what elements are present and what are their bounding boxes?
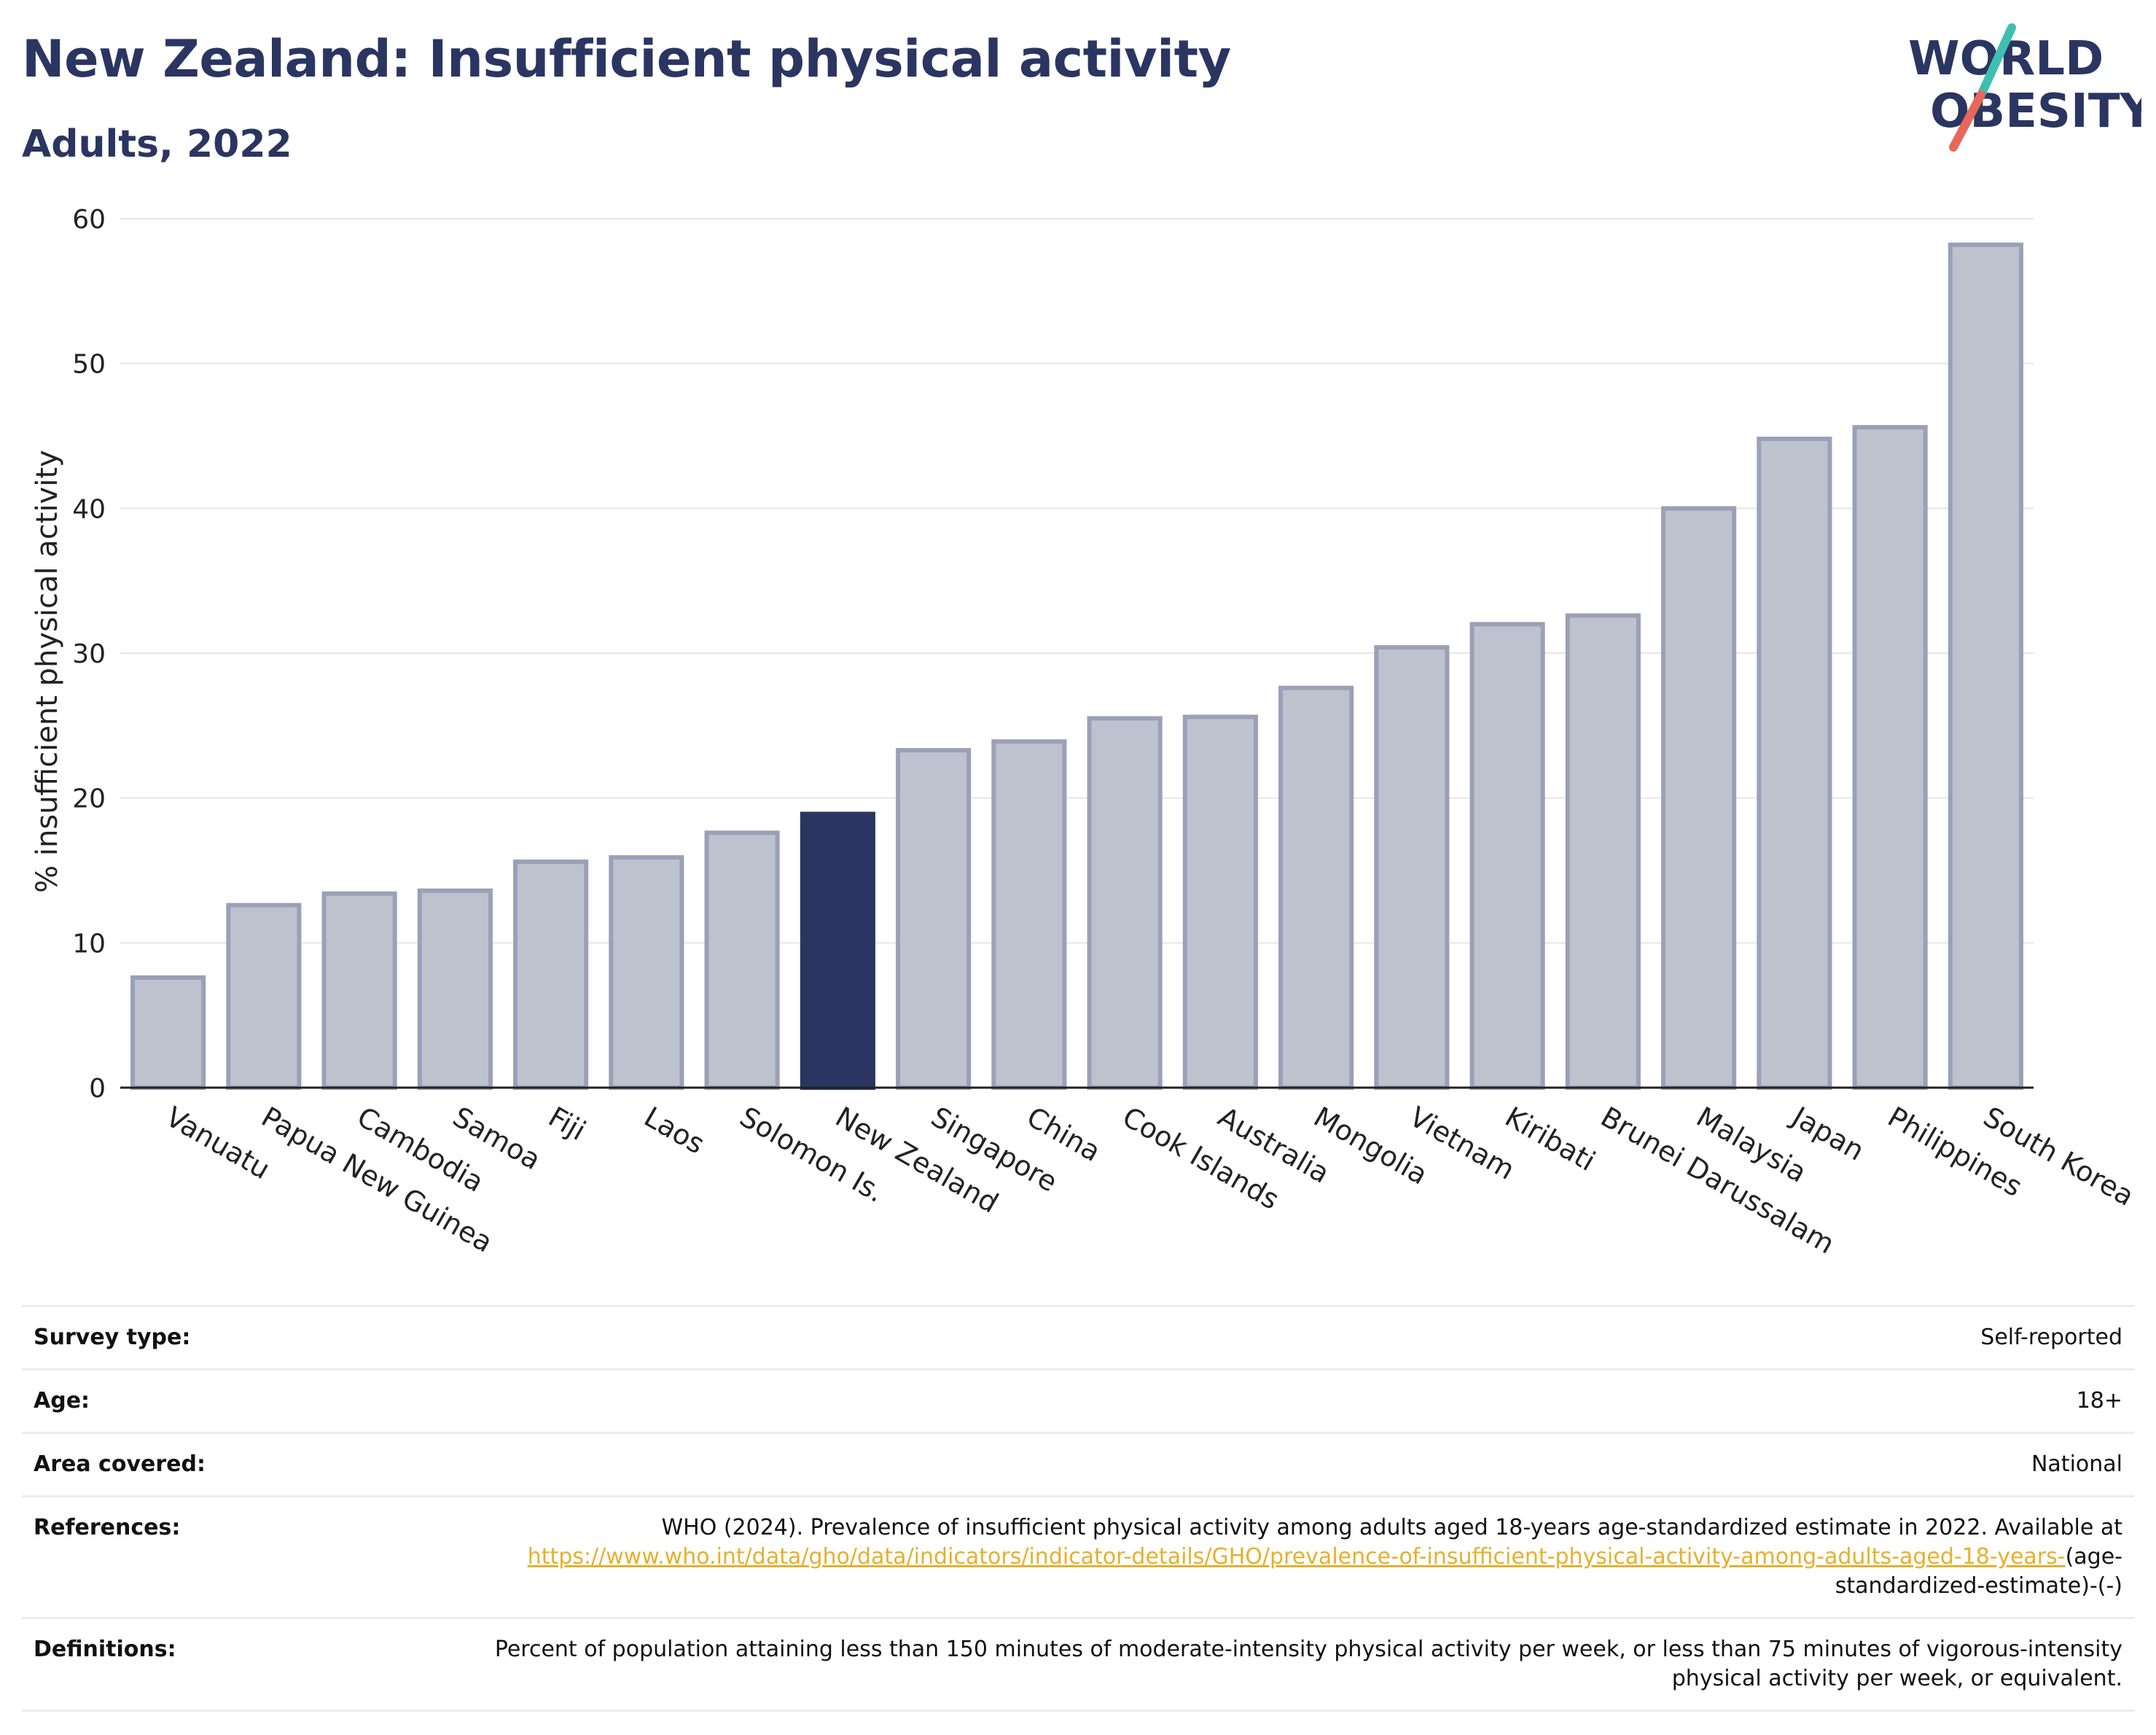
chart-title: New Zealand: Insufficient physical activ… <box>22 29 1231 89</box>
bars <box>130 242 2023 1091</box>
bar-new-zealand <box>800 811 875 1091</box>
bar-mongolia <box>1278 685 1354 1090</box>
bar-brunei-darussalam <box>1565 613 1641 1090</box>
y-tick-label: 20 <box>72 784 106 814</box>
chart-subtitle: Adults, 2022 <box>22 122 292 166</box>
bar-malaysia <box>1661 506 1737 1091</box>
bar-singapore <box>896 748 972 1091</box>
meta-key: Survey type: <box>34 1325 191 1350</box>
metadata-table: Survey type: Self-reported Age: 18+ Area… <box>22 1305 2134 1712</box>
x-tick-label: Laos <box>638 1101 710 1161</box>
bar-vanuatu <box>130 975 206 1090</box>
x-tick-label: New Zealand <box>830 1101 1004 1220</box>
bar-cook-islands <box>1087 716 1163 1091</box>
meta-row-age: Age: 18+ <box>22 1369 2134 1433</box>
meta-key: Area covered: <box>34 1451 206 1477</box>
y-tick-label: 0 <box>89 1074 106 1104</box>
y-tick-label: 10 <box>72 929 106 959</box>
world-obesity-logo: WORLD OBESITY <box>1908 23 2141 152</box>
bar-papua-new-guinea <box>226 902 302 1090</box>
meta-value: National <box>2031 1451 2122 1477</box>
bar-philippines <box>1852 425 1928 1090</box>
meta-row-survey-type: Survey type: Self-reported <box>22 1306 2134 1370</box>
reference-text: WHO (2024). Prevalence of insufficient p… <box>661 1515 2122 1540</box>
y-axis-label: % insufficient physical activity <box>31 450 64 893</box>
gridlines <box>120 218 2034 944</box>
bar-vietnam <box>1374 645 1450 1090</box>
reference-link[interactable]: https://www.who.int/data/gho/data/indica… <box>527 1544 2066 1570</box>
meta-row-definitions: Definitions: Percent of population attai… <box>22 1618 2134 1711</box>
meta-value: 18+ <box>2076 1388 2122 1414</box>
x-tick-label: Vanuatu <box>160 1101 276 1185</box>
bar-japan <box>1757 436 1832 1090</box>
meta-value: WHO (2024). Prevalence of insufficient p… <box>424 1497 2134 1618</box>
meta-value: Self-reported <box>1980 1325 2122 1350</box>
y-tick-labels: 0 10 20 30 40 50 60 <box>72 205 106 1104</box>
bar-solomon-is <box>704 830 780 1090</box>
logo-slash-teal <box>1978 23 2016 96</box>
reference-tail: (age-standardized-estimate)-(-) <box>1835 1544 2122 1599</box>
bar-laos <box>609 855 684 1090</box>
meta-key: Definitions: <box>34 1637 176 1662</box>
bar-cambodia <box>321 891 397 1091</box>
meta-row-references: References: WHO (2024). Prevalence of in… <box>22 1496 2134 1618</box>
bar-china <box>991 739 1067 1090</box>
bar-kiribati <box>1469 622 1545 1090</box>
meta-value: Percent of population attaining less tha… <box>494 1637 2122 1691</box>
meta-row-area-covered: Area covered: National <box>22 1432 2134 1497</box>
bar-samoa <box>417 888 493 1091</box>
meta-key: References: <box>34 1515 181 1540</box>
bar-australia <box>1182 714 1258 1090</box>
logo-slash-coral <box>1949 90 1985 152</box>
y-tick-label: 50 <box>72 350 106 380</box>
x-tick-label: Fiji <box>543 1101 591 1147</box>
meta-key: Age: <box>34 1388 90 1414</box>
bar-south-korea <box>1948 242 2023 1090</box>
y-tick-label: 60 <box>72 205 106 235</box>
y-tick-label: 30 <box>72 639 106 669</box>
bar-fiji <box>513 859 589 1091</box>
y-tick-label: 40 <box>72 494 106 524</box>
